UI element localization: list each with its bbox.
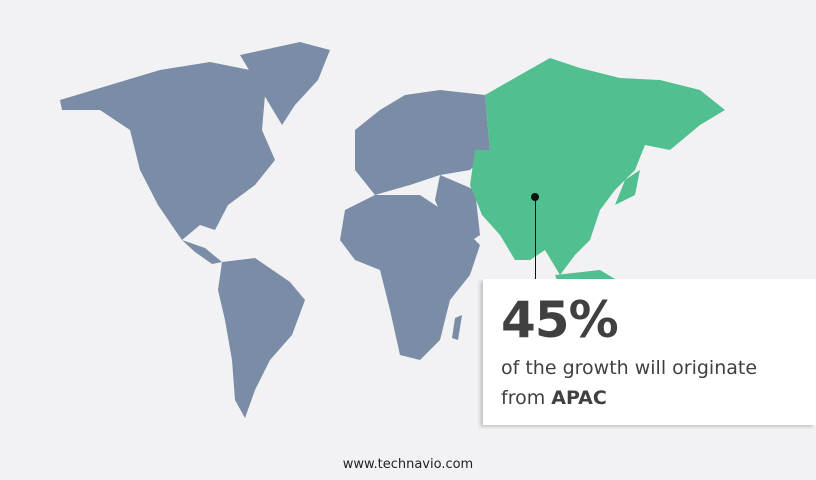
north-america — [60, 62, 275, 240]
madagascar — [452, 315, 462, 340]
apac-region — [470, 58, 725, 275]
greenland — [240, 42, 330, 125]
callout-leader-line — [535, 197, 536, 279]
callout-text: of the growth will originate — [501, 357, 758, 379]
callout-region-line: from APAC — [501, 387, 607, 409]
middle-east — [435, 175, 480, 245]
europe — [355, 90, 490, 195]
japan — [615, 170, 640, 205]
callout-region: APAC — [551, 387, 607, 409]
south-america — [218, 258, 305, 418]
callout-card: 45% of the growth will originate from AP… — [483, 279, 816, 425]
africa — [340, 195, 480, 360]
growth-percentage: 45% — [501, 291, 619, 349]
callout-prefix: from — [501, 387, 546, 409]
footer-url: www.technavio.com — [342, 457, 474, 472]
central-america — [182, 240, 222, 264]
callout-marker — [531, 193, 539, 201]
